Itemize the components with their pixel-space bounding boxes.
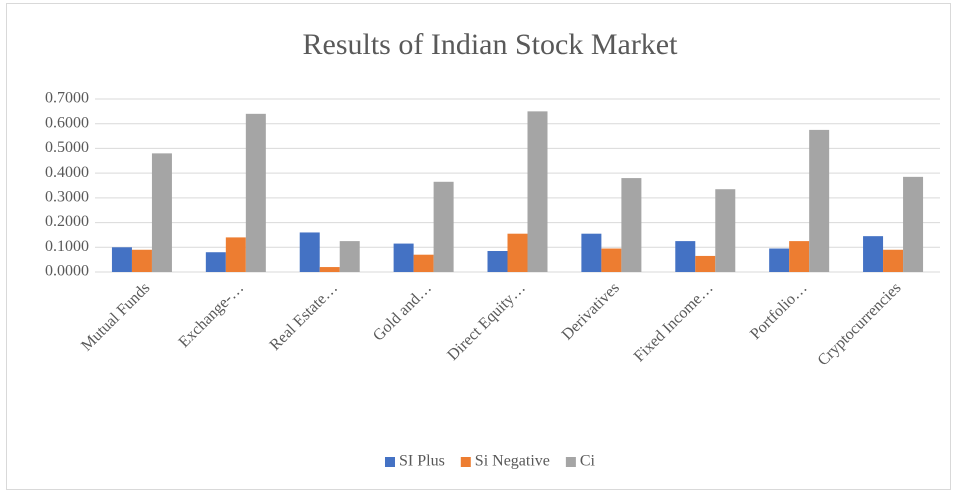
y-tick-label: 0.1000: [45, 238, 89, 255]
bar: [507, 233, 528, 272]
bar: [883, 249, 904, 272]
bar: [527, 111, 548, 272]
bar: [299, 232, 320, 272]
bar: [789, 241, 810, 272]
y-tick-label: 0.4000: [45, 164, 89, 181]
bar: [245, 113, 266, 272]
chart-title: Results of Indian Stock Market: [303, 28, 679, 61]
legend: SI Plus Si Negative Ci: [384, 453, 596, 470]
y-tick-label: 0.7000: [45, 90, 89, 107]
y-tick-label: 0.2000: [45, 213, 89, 230]
bar: [621, 178, 642, 272]
bar: [205, 252, 226, 272]
legend-label: Ci: [580, 453, 596, 470]
bar: [131, 249, 152, 272]
legend-swatch: [460, 457, 471, 467]
bar: [715, 189, 736, 272]
legend-label: Si Negative: [475, 453, 550, 470]
bar: [769, 248, 790, 272]
bar: [903, 176, 924, 272]
bar: [809, 129, 830, 272]
bar: [601, 248, 622, 272]
bar: [413, 254, 434, 272]
bar: [433, 181, 454, 272]
legend-swatch: [565, 457, 576, 467]
bar: [863, 236, 884, 272]
y-tick-label: 0.5000: [45, 139, 89, 156]
y-tick-label: 0.0000: [45, 263, 89, 280]
legend-swatch: [384, 457, 395, 467]
bar: [339, 241, 360, 272]
bar: [695, 255, 716, 272]
bar: [581, 233, 602, 272]
bar: [151, 153, 172, 272]
legend-label: SI Plus: [399, 453, 445, 470]
bar: [225, 237, 246, 272]
bar: [319, 267, 340, 272]
bar: [675, 241, 696, 272]
bar: [487, 250, 508, 272]
y-tick-label: 0.3000: [45, 189, 89, 206]
y-tick-label: 0.6000: [45, 114, 89, 131]
bar: [393, 243, 414, 272]
bar: [111, 247, 132, 272]
